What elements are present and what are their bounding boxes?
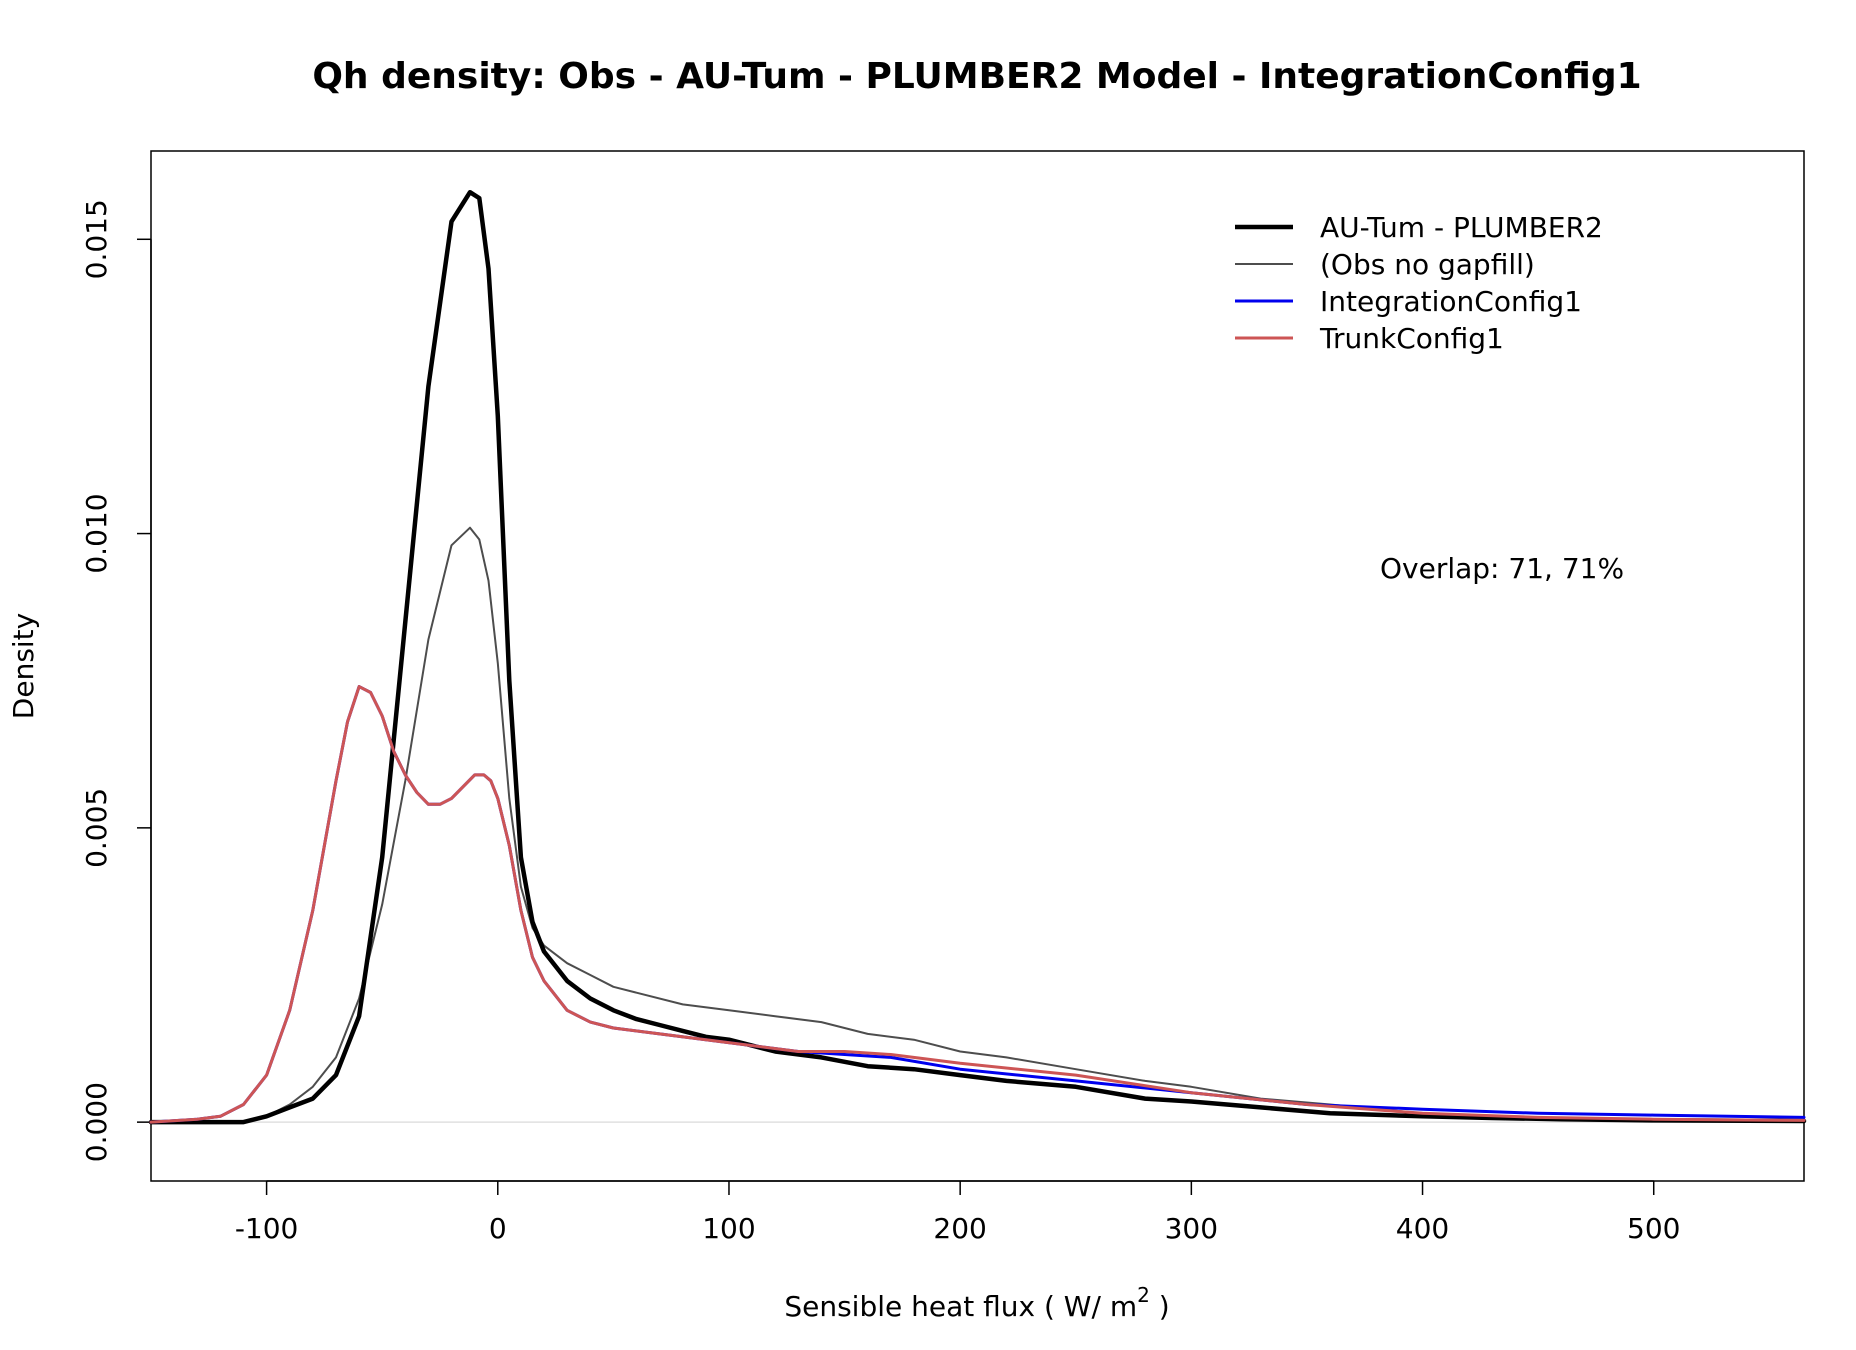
series-line-obs-no-gapfill bbox=[150, 526, 1805, 1124]
y-axis-label: Density bbox=[7, 613, 40, 719]
x-tick-label: 300 bbox=[1165, 1212, 1218, 1245]
x-axis: -100 0 100 200 300 400 500 bbox=[235, 1180, 1680, 1245]
series-lines bbox=[148, 189, 1807, 1125]
legend-label: IntegrationConfig1 bbox=[1320, 285, 1582, 318]
legend: AU-Tum - PLUMBER2 (Obs no gapfill) Integra… bbox=[1235, 211, 1603, 355]
y-tick-label: 0.015 bbox=[80, 199, 113, 279]
x-axis-label-superscript: 2 bbox=[1137, 1283, 1150, 1307]
legend-label: AU-Tum - PLUMBER2 bbox=[1320, 211, 1603, 244]
x-tick-label: 500 bbox=[1627, 1212, 1680, 1245]
y-axis: 0.000 0.005 0.010 0.015 bbox=[80, 199, 152, 1162]
y-tick-label: 0.000 bbox=[80, 1082, 113, 1162]
x-axis-label-text: Sensible heat flux ( W/ m bbox=[784, 1290, 1137, 1323]
series-line-trunkconfig1 bbox=[149, 685, 1806, 1124]
x-axis-label-close: ) bbox=[1150, 1290, 1170, 1323]
y-tick-label: 0.010 bbox=[80, 493, 113, 573]
x-tick-label: 0 bbox=[489, 1212, 507, 1245]
x-tick-label: 200 bbox=[933, 1212, 986, 1245]
series-line-integrationconfig1 bbox=[149, 685, 1806, 1124]
x-tick-label: 400 bbox=[1396, 1212, 1449, 1245]
chart-title: Qh density: Obs - AU-Tum - PLUMBER2 Mode… bbox=[312, 56, 1641, 97]
x-tick-label: -100 bbox=[235, 1212, 299, 1245]
overlap-annotation: Overlap: 71, 71% bbox=[1380, 552, 1624, 585]
y-tick-label: 0.005 bbox=[80, 788, 113, 868]
legend-label: TrunkConfig1 bbox=[1319, 322, 1504, 355]
series-line-au-tum-plumber2 bbox=[148, 189, 1807, 1125]
x-axis-label: Sensible heat flux ( W/ m2 ) bbox=[784, 1283, 1169, 1323]
x-tick-label: 100 bbox=[702, 1212, 755, 1245]
legend-label: (Obs no gapfill) bbox=[1320, 248, 1535, 281]
